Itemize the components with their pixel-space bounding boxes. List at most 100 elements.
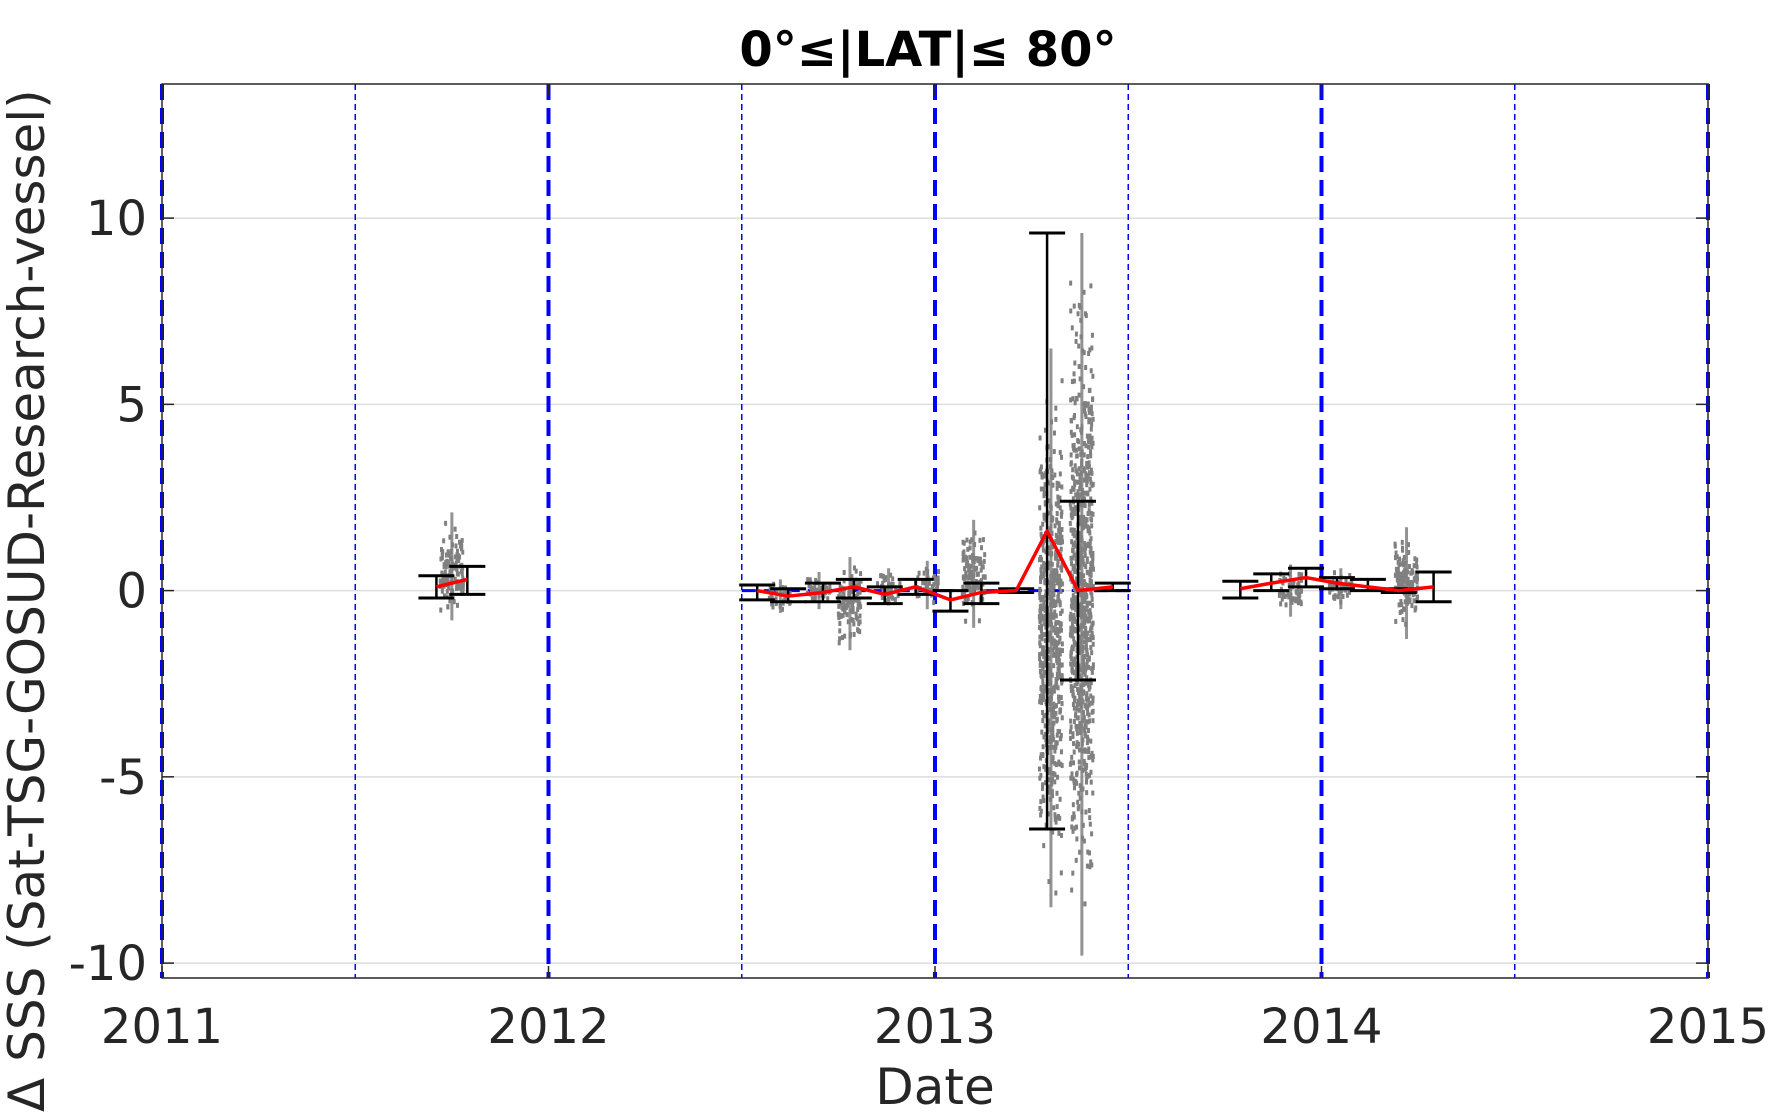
- data-point: [1089, 611, 1093, 617]
- data-point: [825, 585, 829, 591]
- data-point: [1041, 718, 1045, 724]
- data-point: [838, 621, 842, 627]
- data-point: [1040, 534, 1044, 540]
- data-point: [1085, 648, 1089, 654]
- data-point: [443, 593, 447, 599]
- data-point: [1051, 580, 1055, 586]
- data-point: [1084, 313, 1088, 319]
- data-point: [1075, 772, 1079, 778]
- data-point: [788, 600, 792, 606]
- data-point: [1413, 556, 1417, 562]
- data-point: [1052, 805, 1056, 811]
- data-point: [843, 609, 847, 615]
- data-point: [440, 570, 444, 576]
- data-point: [1043, 482, 1047, 488]
- data-point: [968, 554, 972, 560]
- data-point: [1090, 666, 1094, 672]
- data-point: [1071, 685, 1075, 691]
- data-point: [1052, 572, 1056, 578]
- data-point: [1090, 397, 1094, 403]
- data-point: [1074, 468, 1078, 474]
- data-point: [1075, 824, 1079, 830]
- data-point: [1059, 540, 1063, 546]
- data-point: [1054, 703, 1058, 709]
- data-point: [1396, 578, 1400, 584]
- data-point: [444, 520, 448, 526]
- data-point: [963, 596, 967, 602]
- data-point: [1400, 608, 1404, 614]
- data-point: [1078, 485, 1082, 491]
- data-point: [1072, 442, 1076, 448]
- data-point: [1073, 432, 1077, 438]
- data-point: [1060, 673, 1064, 679]
- data-point: [965, 559, 969, 565]
- data-point: [1071, 814, 1075, 820]
- data-point: [1071, 547, 1075, 553]
- data-point: [1413, 577, 1417, 583]
- data-point: [1051, 721, 1055, 727]
- data-point: [1038, 640, 1042, 646]
- mean-line: [756, 529, 1113, 602]
- data-point: [1085, 482, 1089, 488]
- data-point: [1077, 741, 1081, 747]
- data-point: [1073, 509, 1077, 515]
- data-point: [1075, 396, 1079, 402]
- data-point: [1055, 485, 1059, 491]
- data-point: [1040, 631, 1044, 637]
- data-point: [1076, 489, 1080, 495]
- data-point: [1279, 590, 1283, 596]
- data-point: [1038, 668, 1042, 674]
- data-point: [1089, 453, 1093, 459]
- data-point: [1054, 405, 1058, 411]
- data-point: [1071, 506, 1075, 512]
- data-point: [1076, 715, 1080, 721]
- data-point: [1075, 730, 1079, 736]
- data-point: [1055, 647, 1059, 653]
- data-point: [1089, 561, 1093, 567]
- data-point: [1088, 815, 1092, 821]
- data-point: [1090, 753, 1094, 759]
- data-point: [1053, 523, 1057, 529]
- data-point: [978, 556, 982, 562]
- data-point: [891, 582, 895, 588]
- data-point: [1069, 280, 1073, 286]
- data-point: [1074, 576, 1078, 582]
- x-tick-label: 2011: [101, 999, 223, 1055]
- data-point: [1088, 530, 1092, 536]
- data-point: [1072, 749, 1076, 755]
- data-point: [1083, 503, 1087, 509]
- data-point: [1053, 760, 1057, 766]
- data-point: [1056, 574, 1060, 580]
- data-point: [1038, 662, 1042, 668]
- data-point: [1091, 373, 1095, 379]
- data-point: [1055, 517, 1059, 523]
- data-point: [1089, 510, 1093, 516]
- data-point: [1086, 748, 1090, 754]
- data-point: [1057, 664, 1061, 670]
- data-point: [1052, 568, 1056, 574]
- data-point: [1091, 555, 1095, 561]
- data-point: [1083, 761, 1087, 767]
- data-point: [1089, 769, 1093, 775]
- data-point: [1053, 576, 1057, 582]
- data-point: [1075, 706, 1079, 712]
- data-point: [1052, 449, 1056, 455]
- data-point: [447, 585, 451, 591]
- data-point: [1082, 350, 1086, 356]
- data-point: [1085, 569, 1089, 575]
- data-point: [1074, 665, 1078, 671]
- data-point: [1287, 594, 1291, 600]
- data-point: [455, 566, 459, 572]
- data-point: [974, 585, 978, 591]
- data-point: [975, 571, 979, 577]
- data-point: [1084, 719, 1088, 725]
- data-point: [1042, 594, 1046, 600]
- data-point: [1053, 772, 1057, 778]
- data-point: [1042, 713, 1046, 719]
- data-point: [1328, 589, 1332, 595]
- data-point: [1074, 627, 1078, 633]
- data-point: [1042, 653, 1046, 659]
- data-point: [1084, 771, 1088, 777]
- data-point: [1086, 849, 1090, 855]
